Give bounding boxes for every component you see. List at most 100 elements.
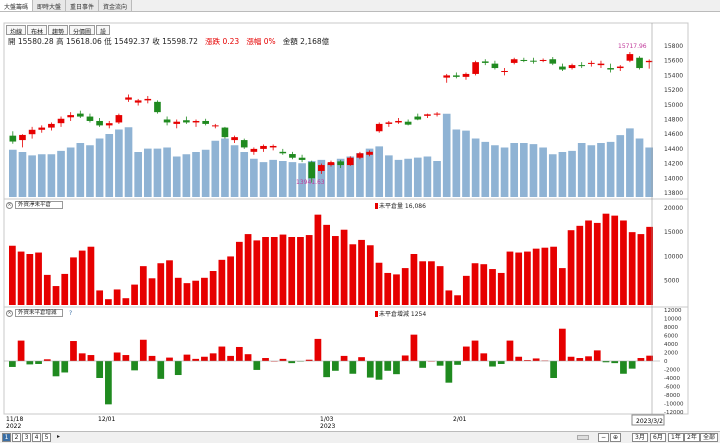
tab-events[interactable]: 重日事件 — [66, 0, 100, 11]
candle-body — [231, 137, 238, 141]
oi-bar — [253, 240, 261, 305]
candle-body — [260, 145, 267, 149]
indicator-toolbar: 均線 布林 趨勢 分價圖 設 — [6, 25, 111, 36]
page-button[interactable]: 4 — [32, 433, 41, 442]
oi-bar — [593, 222, 601, 305]
oi-change-bar — [628, 361, 636, 369]
candle-body — [366, 151, 373, 155]
price-tick-label: 14000 — [664, 175, 683, 182]
oi-bar — [602, 213, 610, 305]
page-button[interactable]: 2 — [12, 433, 21, 442]
oi-change-bar — [9, 361, 16, 367]
candle-body — [211, 125, 219, 127]
oi-change-bar — [78, 353, 86, 361]
volume-bar — [115, 129, 123, 197]
volume-bar — [471, 138, 480, 197]
candle-body — [279, 151, 287, 154]
legend-swatch — [375, 310, 378, 317]
oi-bar — [567, 230, 575, 305]
volume-bar — [124, 127, 133, 197]
candle-body — [588, 62, 595, 64]
candle-body — [616, 66, 624, 69]
oi-change-bar — [52, 361, 60, 377]
volume-bar — [423, 156, 432, 197]
oi-change-bar — [340, 355, 348, 361]
candle-body — [636, 57, 643, 69]
range-2y-button[interactable]: 2年 — [684, 433, 700, 442]
oi-change-tick-label: -4000 — [664, 376, 680, 382]
oi-change-bar — [244, 354, 252, 361]
candle-body — [559, 66, 566, 70]
oi-tick-label: 15000 — [664, 229, 683, 236]
close-icon[interactable]: × — [6, 201, 13, 209]
candle-body — [645, 60, 653, 63]
oi-bar — [87, 246, 95, 305]
range-3m-button[interactable]: 3月 — [632, 433, 648, 442]
panel3-indicator-select[interactable]: 外資未平倉增減 — [15, 309, 63, 317]
price-tick-label: 15800 — [664, 43, 683, 50]
price-distribution-button[interactable]: 分價圖 — [69, 25, 96, 36]
candle-body — [163, 119, 171, 123]
candle-body — [9, 135, 17, 142]
range-1y-button[interactable]: 1年 — [668, 433, 684, 442]
tab-main-chips[interactable]: 大盤籌碼 — [0, 0, 34, 11]
candle-body — [443, 75, 451, 78]
volume-bar — [635, 138, 644, 197]
candle-body — [578, 65, 586, 67]
tab-money-flow[interactable]: 資金流向 — [99, 0, 133, 11]
change-label: 漲跌 — [205, 37, 221, 46]
volume-bar — [76, 143, 85, 197]
oi-bar — [288, 237, 296, 305]
ma-button[interactable]: 均線 — [6, 25, 27, 36]
candle-body — [356, 153, 364, 158]
oi-change-bar — [122, 355, 130, 361]
stock-chart[interactable]: 15800 15600 15400 15200 15000 14800 14600 14400… — [0, 0, 720, 431]
oi-change-bar — [567, 356, 575, 361]
volume-bar — [37, 154, 46, 197]
oi-change-bar — [384, 361, 392, 371]
volume-bar — [548, 154, 557, 197]
oi-bar — [332, 236, 339, 305]
oi-bar — [401, 268, 409, 305]
candle-body — [105, 123, 113, 126]
oi-change-bar — [646, 355, 653, 361]
oi-change-bar — [323, 361, 330, 378]
settings-button[interactable]: 設 — [96, 25, 111, 36]
oi-bar — [78, 250, 86, 305]
bollinger-button[interactable]: 布林 — [27, 25, 48, 36]
range-6m-button[interactable]: 6月 — [650, 433, 666, 442]
oi-change-bar — [611, 361, 619, 364]
zoom-out-icon[interactable]: − — [598, 433, 610, 442]
oi-change-bar — [375, 361, 383, 380]
volume-bar — [462, 130, 470, 197]
page-button[interactable]: 5 — [42, 433, 51, 442]
oi-change-tick-label: 6000 — [664, 334, 678, 340]
legend-swatch — [375, 202, 378, 209]
range-all-button[interactable]: 全部 — [700, 433, 719, 442]
trend-button[interactable]: 趨勢 — [48, 25, 69, 36]
help-icon[interactable]: ? — [69, 309, 73, 317]
candle-body — [491, 63, 499, 69]
high-value: 15618.06 — [65, 37, 102, 46]
panel2-indicator-select[interactable]: 外資淨未平倉 — [15, 201, 63, 209]
oi-change-bar — [192, 358, 200, 361]
page-button[interactable]: 1 — [2, 433, 11, 442]
oi-change-bar — [17, 340, 25, 361]
oi-bar — [375, 262, 383, 305]
tab-realtime[interactable]: 即時大盤 — [33, 0, 67, 11]
candle-body — [453, 75, 460, 77]
panel2-legend: 未平倉量 16,086 — [375, 201, 426, 210]
oi-change-bar — [131, 361, 138, 371]
zoom-icon[interactable]: ⊕ — [610, 433, 622, 442]
volume-bar — [278, 161, 287, 197]
close-icon[interactable]: × — [6, 309, 13, 317]
next-page-icon[interactable]: ▸ — [56, 433, 60, 440]
oi-bar — [166, 260, 173, 305]
volume-bars — [9, 113, 653, 197]
oi-bar — [558, 268, 566, 305]
oi-change-bar — [218, 346, 226, 361]
page-button[interactable]: 3 — [22, 433, 31, 442]
candle-body — [202, 120, 209, 124]
candle-body — [462, 73, 470, 77]
scrollbar[interactable] — [577, 435, 589, 440]
